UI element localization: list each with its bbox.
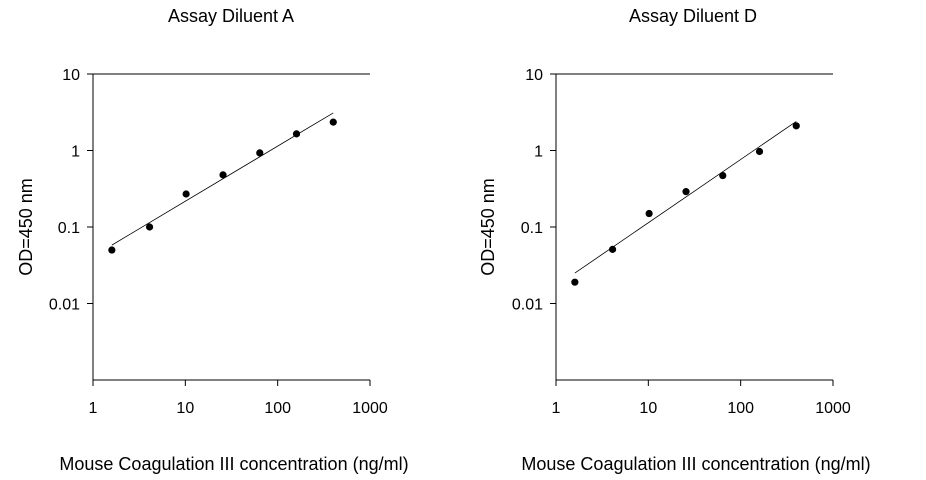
y-tick-label: 1 bbox=[71, 144, 80, 161]
x-tick-label: 1 bbox=[89, 400, 98, 417]
y-tick-label: 10 bbox=[525, 67, 543, 84]
x-tick-label: 10 bbox=[639, 400, 657, 417]
y-axis-label: OD=450 nm bbox=[478, 178, 498, 276]
y-tick-label: 0.1 bbox=[521, 220, 543, 237]
x-tick-label: 1000 bbox=[815, 400, 851, 417]
chart-panel-2: Assay Diluent D 1 10 100 1000 0.01 0.1 1 10 OD=45… bbox=[478, 6, 871, 474]
y-tick-label: 10 bbox=[62, 67, 80, 84]
data-point bbox=[571, 278, 579, 286]
data-point bbox=[292, 130, 301, 138]
chart-title: Assay Diluent A bbox=[168, 6, 294, 26]
y-tick-label: 0.01 bbox=[49, 297, 80, 314]
x-tick-label: 1000 bbox=[352, 400, 388, 417]
data-point bbox=[755, 147, 764, 156]
y-tick-label: 0.01 bbox=[512, 297, 543, 314]
y-axis-label: OD=450 nm bbox=[16, 178, 36, 276]
chart-panel-1: Assay Diluent A 1 10 100 1000 0.01 0.1 1 10 OD=45… bbox=[16, 6, 409, 474]
data-point bbox=[645, 209, 653, 218]
data-point bbox=[145, 223, 154, 231]
x-axis-label: Mouse Coagulation III concentration (ng/… bbox=[59, 454, 408, 474]
chart-title: Assay Diluent D bbox=[629, 6, 757, 26]
x-tick-label: 100 bbox=[264, 400, 291, 417]
data-point bbox=[608, 245, 617, 253]
fit-line bbox=[111, 112, 334, 246]
x-tick-label: 10 bbox=[176, 400, 194, 417]
fit-line bbox=[574, 121, 797, 274]
data-point bbox=[219, 171, 227, 179]
data-point bbox=[719, 171, 727, 180]
data-point bbox=[329, 118, 337, 126]
data-point bbox=[182, 190, 190, 198]
x-tick-label: 100 bbox=[727, 400, 754, 417]
data-point bbox=[682, 188, 690, 196]
data-point bbox=[256, 149, 264, 157]
x-axis-label: Mouse Coagulation III concentration (ng/… bbox=[521, 454, 870, 474]
data-point bbox=[792, 122, 800, 130]
data-point bbox=[108, 246, 116, 254]
y-tick-label: 1 bbox=[534, 144, 543, 161]
y-tick-label: 0.1 bbox=[58, 220, 80, 237]
x-tick-label: 1 bbox=[552, 400, 561, 417]
